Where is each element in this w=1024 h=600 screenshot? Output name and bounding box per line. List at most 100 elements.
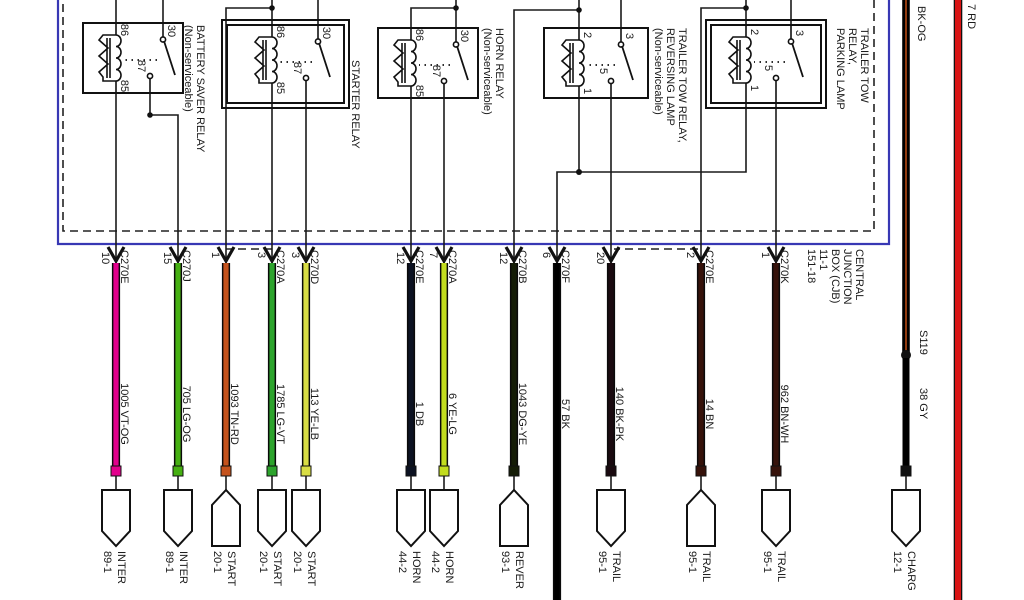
junction-dot: [743, 5, 749, 11]
pin-label: 87: [135, 60, 147, 72]
relay-subtitle: (Non-serviceable): [652, 28, 664, 115]
wire-label: 705 LG-OG: [180, 386, 192, 443]
wire-terminal: [508, 465, 520, 477]
bkog-wire-label: BK-OG: [915, 6, 927, 41]
wire-label: 1 DB: [413, 402, 425, 426]
switch-terminal: [302, 74, 310, 82]
wire-label: 1785 LG-VT: [274, 384, 286, 444]
dest-name: HORN: [443, 551, 455, 583]
connector-arrow-icon: [504, 246, 524, 265]
pin-number: 7: [427, 252, 439, 258]
dest-name: INTER: [177, 551, 189, 584]
connector-arrow-icon: [547, 246, 567, 265]
cjb-label-line: JUNCTION: [841, 249, 853, 305]
wire-terminal: [266, 465, 278, 477]
switch-pivot: [159, 36, 167, 43]
relay-title: TRAILER TOW: [858, 28, 870, 103]
relay-title: RELAY,: [846, 28, 858, 65]
wire-label: 140 BK-PK: [613, 387, 625, 442]
dest-name: START: [305, 551, 317, 586]
connector-label: C270A: [274, 250, 286, 284]
gy-wire-label: 38 GY: [917, 388, 929, 420]
switch-pivot: [617, 41, 625, 48]
pin-number: 3: [255, 252, 267, 258]
relay-box: [710, 24, 822, 104]
dest-ref: 89-1: [163, 551, 175, 573]
dest-ref: 95-1: [596, 551, 608, 573]
pin-number: 3: [289, 252, 301, 258]
relay-title: HORN RELAY: [493, 28, 505, 99]
relay-box: [543, 27, 649, 99]
switch-blade: [456, 45, 469, 81]
pin-number: 20: [594, 252, 606, 264]
cjb-border: [56, 0, 891, 246]
switch-terminal: [146, 72, 154, 80]
connector-arrow-icon: [262, 246, 282, 265]
connector-arrow-icon: [296, 246, 316, 265]
wire-vt-og: C270E 10 1005 VT-OG INTER 89-1: [99, 244, 131, 584]
wire-terminal: [695, 465, 707, 477]
switch-blade: [791, 42, 804, 78]
pin-number: 1: [209, 252, 221, 258]
pin-number: 1: [759, 252, 771, 258]
relay-trailer-reversing: TRAILER TOW RELAY, REVERSING LAMP (Non-s…: [543, 27, 688, 143]
dest-name: START: [271, 551, 283, 586]
wire-bn-wh: C270K 1 962 BN-WH TRAIL 95-1: [759, 244, 791, 582]
wire-ye-lg: C270A 7 6 YE-LG HORN 44-2: [427, 244, 459, 583]
dest-name: START: [225, 551, 237, 586]
connector-label: C270K: [778, 250, 790, 284]
dest-ref: 20-1: [257, 551, 269, 573]
wire-bk-ground: C270F 6 57 BK: [540, 244, 571, 600]
pin-label: 1: [748, 85, 760, 91]
wire-terminal: [405, 465, 417, 477]
dest-name: HORN: [410, 551, 422, 583]
dest-name: TRAIL: [700, 551, 712, 582]
wire-label: 1005 VT-OG: [118, 383, 130, 445]
wire-terminal: [110, 465, 122, 477]
relay-subtitle: (Non-serviceable): [481, 28, 493, 115]
connector-label: C270F: [559, 250, 571, 283]
connector-arrow-icon: [216, 246, 236, 265]
relay-outer-box: [705, 19, 827, 109]
pin-label: 85: [118, 80, 130, 92]
pin-number: 10: [99, 252, 111, 264]
dest-ref: 95-1: [686, 551, 698, 573]
switch-pivot: [452, 41, 460, 48]
connector-arrow-icon: [106, 246, 126, 265]
offpage-connector-icon: [163, 489, 193, 548]
wire-bn: C270E 2 14 BN TRAIL 95-1: [684, 244, 716, 582]
offpage-connector-icon: [396, 489, 426, 548]
red-wire-label: 7 RD: [965, 4, 977, 29]
pin-label: 30: [320, 27, 332, 39]
connector-label: C270E: [413, 250, 425, 284]
offpage-connector-icon: [291, 489, 321, 548]
offpage-connector-icon: [686, 488, 716, 547]
wire-db: C270E 12 1 DB HORN 44-2: [394, 244, 426, 583]
wire-lg-og: C270J 15 705 LG-OG INTER 89-1: [161, 244, 193, 584]
pin-number: 6: [540, 252, 552, 258]
wire-tn-rd: 1 1093 TN-RD START 20-1: [209, 244, 241, 586]
wire-terminal: [220, 465, 232, 477]
switch-blade: [318, 42, 331, 78]
pin-label: 87: [430, 65, 442, 77]
wire-terminal: [438, 465, 450, 477]
switch-terminal: [440, 77, 448, 85]
relay-box: [377, 27, 479, 99]
switch-pivot: [787, 38, 795, 45]
wire-label: 57 BK: [559, 399, 571, 430]
junction-dot: [269, 5, 275, 11]
wire-terminal: [605, 465, 617, 477]
gy-terminal: [900, 465, 912, 477]
relay-battery-saver: BATTERY SAVER RELAY (Non-serviceable) 86…: [82, 22, 206, 153]
connector-arrow-icon: [691, 246, 711, 265]
wire-label: 1093 TN-RD: [228, 383, 240, 445]
dest-ref: 95-1: [761, 551, 773, 573]
connector-label: C270B: [516, 250, 528, 284]
offpage-connector-icon: [101, 489, 131, 548]
relay-coil-icon: [727, 25, 752, 103]
offpage-connector-icon: [596, 489, 626, 548]
relay-coil-icon: [560, 28, 585, 98]
switch-terminal: [772, 74, 780, 82]
wire-label: 14 BN: [703, 399, 715, 430]
